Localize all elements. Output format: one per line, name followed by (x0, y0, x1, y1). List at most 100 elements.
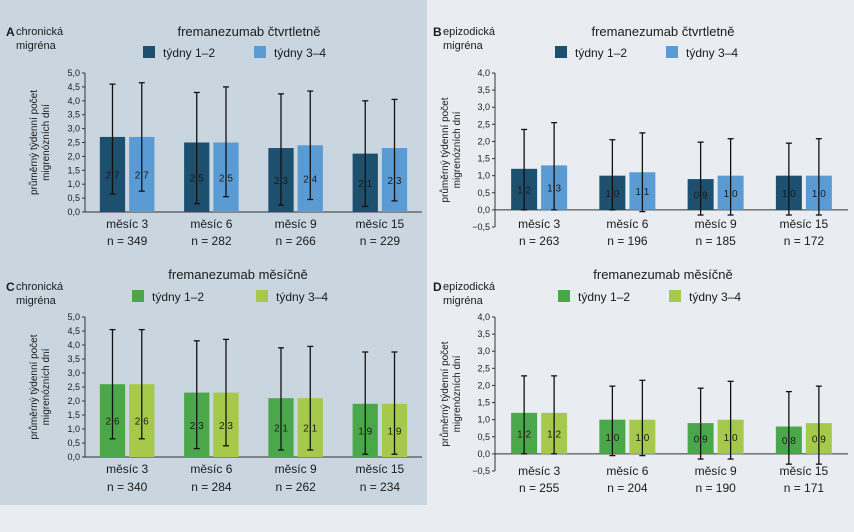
legend-label: týdny 1–2 (578, 290, 630, 304)
x-category-label: měsíc 15 (780, 464, 829, 478)
y-tick-label: 2,5 (67, 382, 80, 392)
bar-value-label: 1,2 (547, 429, 561, 440)
y-tick-label: 3,5 (67, 110, 80, 120)
x-category-label: měsíc 6 (190, 217, 232, 231)
legend-swatch (555, 46, 567, 58)
panel-letter: D (433, 280, 442, 294)
bar-value-label: 2,6 (135, 417, 149, 428)
y-axis-label: průměrný týdenní počet (439, 341, 451, 446)
group-label-line: epizodická (443, 26, 496, 38)
y-tick-label: 4,0 (477, 312, 490, 322)
bar-value-label: 1,0 (724, 433, 738, 444)
y-tick-label: 1,0 (477, 171, 490, 181)
x-category-label: měsíc 3 (518, 217, 560, 231)
y-tick-label: 1,5 (67, 165, 80, 175)
y-tick-label: 4,0 (67, 340, 80, 350)
bar-value-label: 2,3 (190, 421, 204, 432)
legend-swatch (666, 46, 678, 58)
bar-value-label: 2,6 (106, 417, 120, 428)
legend-label: týdny 3–4 (274, 46, 326, 60)
x-n-label: n = 284 (191, 480, 232, 494)
y-tick-label: 0,5 (67, 193, 80, 203)
y-tick-label: 3,5 (67, 354, 80, 364)
y-tick-label: 5,0 (67, 68, 80, 78)
y-tick-label: 0,5 (67, 438, 80, 448)
x-n-label: n = 204 (607, 481, 648, 495)
y-tick-label: 0,0 (67, 207, 80, 217)
x-n-label: n = 349 (107, 234, 148, 248)
bar-value-label: 0,9 (694, 190, 708, 201)
y-tick-label: 1,0 (477, 415, 490, 425)
y-tick-label: 3,0 (477, 346, 490, 356)
bar-value-label: 1,3 (547, 184, 561, 195)
x-category-label: měsíc 15 (780, 217, 829, 231)
y-tick-label: 1,5 (67, 410, 80, 420)
x-n-label: n = 171 (784, 481, 825, 495)
y-tick-label: 2,0 (67, 151, 80, 161)
group-label-line: chronická (16, 281, 64, 293)
x-n-label: n = 172 (784, 234, 825, 248)
group-label-line: migréna (16, 40, 57, 52)
y-tick-label: 2,0 (477, 380, 490, 390)
y-tick-label: 2,0 (67, 396, 80, 406)
bar-value-label: 1,0 (605, 189, 619, 200)
bar-value-label: 0,9 (694, 434, 708, 445)
x-n-label: n = 234 (360, 480, 401, 494)
chart-title: fremanezumab čtvrtletně (177, 24, 320, 39)
bar-value-label: 1,0 (782, 189, 796, 200)
group-label-line: epizodická (443, 281, 496, 293)
bar-value-label: 2,3 (219, 421, 233, 432)
x-category-label: měsíc 15 (356, 217, 405, 231)
y-axis-label: průměrný týdenní počet (439, 97, 451, 202)
bar-value-label: 1,9 (388, 426, 402, 437)
x-n-label: n = 262 (275, 480, 316, 494)
legend-label: týdny 1–2 (575, 46, 627, 60)
x-category-label: měsíc 3 (518, 464, 560, 478)
x-n-label: n = 263 (519, 234, 560, 248)
group-label-line: migréna (443, 40, 484, 52)
bar-value-label: 1,0 (605, 433, 619, 444)
y-tick-label: 3,0 (67, 124, 80, 134)
legend-swatch (558, 290, 570, 302)
x-n-label: n = 185 (695, 234, 736, 248)
y-axis-label: migrenózních dní (41, 104, 52, 181)
y-tick-label: 0,5 (477, 432, 490, 442)
legend-label: týdny 3–4 (689, 290, 741, 304)
x-category-label: měsíc 3 (106, 462, 148, 476)
bar-value-label: 1,0 (635, 433, 649, 444)
bar-value-label: 1,2 (517, 185, 531, 196)
y-tick-label: 3,5 (477, 85, 490, 95)
x-n-label: n = 340 (107, 480, 148, 494)
y-axis-label: migrenózních dní (452, 355, 463, 432)
bar-value-label: 2,5 (190, 173, 204, 184)
x-n-label: n = 266 (275, 234, 316, 248)
bar-value-label: 0,9 (812, 434, 826, 445)
panel-letter: C (6, 280, 15, 294)
x-category-label: měsíc 15 (356, 462, 405, 476)
y-tick-label: 0,0 (477, 449, 490, 459)
y-axis-label: průměrný týdenní počet (28, 90, 40, 195)
chart-title: fremanezumab měsíčně (593, 267, 732, 282)
y-tick-label: 4,0 (477, 68, 490, 78)
bar-value-label: 2,1 (303, 424, 317, 435)
y-tick-label: 5,0 (67, 312, 80, 322)
legend-swatch (256, 290, 268, 302)
bar-value-label: 2,1 (358, 179, 372, 190)
bar-value-label: 1,0 (812, 189, 826, 200)
legend-label: týdny 1–2 (163, 46, 215, 60)
y-tick-label: −0,5 (472, 466, 490, 476)
x-n-label: n = 190 (695, 481, 736, 495)
y-axis-label: migrenózních dní (452, 111, 463, 188)
y-tick-label: 3,0 (67, 368, 80, 378)
legend-label: týdny 3–4 (686, 46, 738, 60)
y-tick-label: 4,5 (67, 82, 80, 92)
bar-value-label: 2,3 (388, 176, 402, 187)
chart-title: fremanezumab čtvrtletně (591, 24, 734, 39)
legend-label: týdny 1–2 (152, 290, 204, 304)
bar-value-label: 0,8 (782, 436, 796, 447)
